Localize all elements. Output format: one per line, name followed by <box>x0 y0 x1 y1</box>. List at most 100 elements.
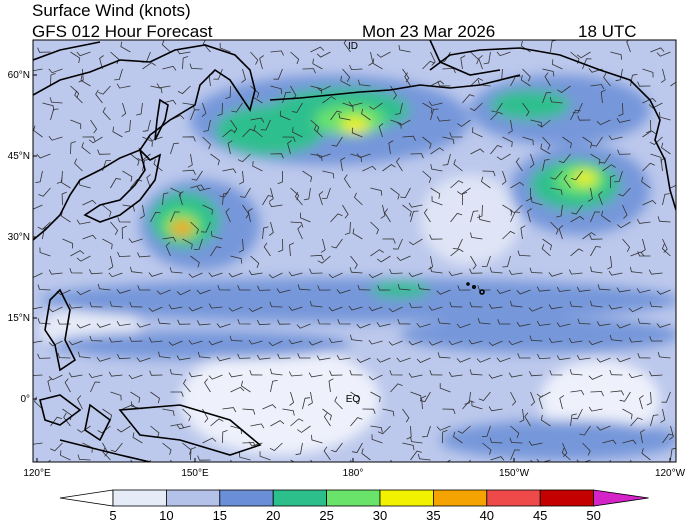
wind-barb <box>637 352 651 359</box>
lat-label: 0° <box>20 394 30 405</box>
wind-barb <box>570 390 585 396</box>
wind-barb <box>322 96 336 104</box>
wind-barb <box>657 351 671 359</box>
wind-barb <box>50 73 56 87</box>
wind-barb <box>596 119 611 126</box>
wind-barb <box>182 408 192 422</box>
wind-barb <box>478 55 483 70</box>
wind-barb <box>37 47 51 53</box>
wind-barb <box>537 353 551 360</box>
wind-barb <box>389 268 403 275</box>
wind-barb <box>637 318 651 325</box>
wind-barb <box>569 301 583 308</box>
wind-barb <box>428 255 434 270</box>
wind-barb <box>178 191 184 206</box>
wind-barb <box>156 83 171 89</box>
wind-barb <box>622 204 628 219</box>
wind-barb <box>556 286 571 292</box>
wind-barb <box>99 55 104 70</box>
wind-barb <box>336 355 351 361</box>
wind-barb <box>270 368 283 376</box>
wind-barb <box>615 68 623 82</box>
wind-barb <box>136 102 143 116</box>
wind-barb <box>552 59 563 70</box>
wind-barb <box>601 210 611 223</box>
wind-barb <box>527 208 532 223</box>
wind-barb <box>82 136 96 142</box>
wind-barb <box>608 270 623 276</box>
colorbar-swatch <box>326 489 381 507</box>
wind-barb <box>348 305 363 311</box>
wind-barb <box>442 153 451 166</box>
wind-barb <box>550 221 559 235</box>
wind-barb <box>570 413 577 427</box>
wind-barb <box>428 101 443 107</box>
colorbar: 5 10 15 20 25 30 35 40 45 50 <box>59 489 649 523</box>
wind-barb <box>297 425 311 433</box>
wind-barb <box>430 80 445 87</box>
wind-barb <box>49 97 63 104</box>
wind-barb <box>590 266 603 274</box>
wind-barb <box>469 102 483 112</box>
wind-barb <box>248 270 263 276</box>
wind-barb <box>370 249 384 257</box>
title: Surface Wind (knots) <box>32 1 191 20</box>
wind-barb <box>259 451 271 461</box>
lat-label: 60°N <box>8 70 30 81</box>
wind-barb <box>622 439 637 445</box>
wind-barb <box>577 115 591 121</box>
wind-barb <box>376 51 391 58</box>
wind-barb <box>263 242 271 257</box>
lon-label: 150°W <box>499 468 530 479</box>
wind-barb <box>177 319 191 325</box>
wind-barb <box>422 170 432 184</box>
wind-barb <box>610 390 625 396</box>
wind-barb <box>442 408 456 415</box>
wind-barb <box>650 47 665 53</box>
wind-barb <box>402 442 415 451</box>
date: Mon 23 Mar 2026 <box>362 22 495 41</box>
wind-barb <box>310 46 325 53</box>
wind-barb <box>82 199 97 206</box>
wind-barb <box>182 56 189 70</box>
lon-label: 120°E <box>23 468 51 479</box>
wind-barb <box>497 319 511 325</box>
wind-barb <box>457 285 471 291</box>
wind-barb <box>288 306 303 311</box>
wind-barb <box>452 238 463 250</box>
wind-barb <box>316 85 331 92</box>
wind-barb <box>242 408 256 415</box>
wind-barb <box>596 425 611 431</box>
wind-barb <box>122 170 133 182</box>
wind-barb <box>282 136 296 142</box>
wind-barb <box>354 192 363 206</box>
wind-barb <box>349 267 363 274</box>
wind-barb <box>649 301 663 308</box>
wind-barb <box>202 136 211 150</box>
wind-barb <box>262 226 269 240</box>
wind-barb <box>502 230 516 240</box>
wind-barb <box>628 306 643 313</box>
wind-barb <box>422 425 431 438</box>
wind-barb <box>590 153 601 165</box>
wind-barb <box>437 80 451 87</box>
wind-barb <box>569 369 583 376</box>
wind-barb <box>404 72 411 87</box>
wind-barb <box>342 68 351 82</box>
wind-barb <box>661 243 671 257</box>
wind-barb <box>76 219 91 225</box>
wind-barb <box>609 174 616 189</box>
wind-barb <box>628 373 643 379</box>
wind-barb <box>417 283 431 291</box>
wind-barb <box>248 339 263 345</box>
wind-barb <box>270 380 278 393</box>
wind-barb <box>322 170 335 179</box>
wind-barb <box>241 68 246 83</box>
colorbar-label: 10 <box>159 508 173 523</box>
wind-barb <box>33 125 43 138</box>
wind-barb <box>529 335 543 342</box>
wind-barb <box>250 85 260 99</box>
wind-barb <box>540 143 551 155</box>
wind-barb <box>616 117 631 123</box>
wind-barb <box>410 436 423 444</box>
